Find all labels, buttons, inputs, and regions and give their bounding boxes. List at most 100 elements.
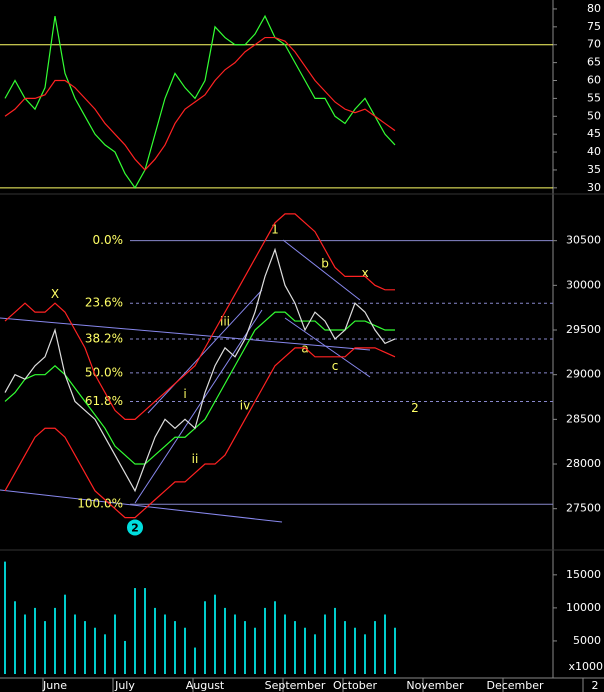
volume-bar bbox=[264, 607, 266, 674]
volume-bar bbox=[154, 607, 156, 674]
fib-label: 50.0% bbox=[85, 365, 123, 379]
y-tick-label: 65 bbox=[587, 56, 601, 69]
y-tick-label: 5000 bbox=[573, 634, 601, 647]
y-tick-label: 55 bbox=[587, 91, 601, 104]
volume-bar bbox=[224, 607, 226, 674]
y-tick-label: 30000 bbox=[566, 278, 601, 291]
volume-bar bbox=[94, 627, 96, 674]
x-tick-label: 2 bbox=[592, 679, 599, 692]
volume-bar bbox=[354, 627, 356, 674]
y-tick-label: 75 bbox=[587, 20, 601, 33]
fib-label: 0.0% bbox=[93, 233, 124, 247]
volume-bar bbox=[64, 594, 66, 674]
volume-bar bbox=[54, 607, 56, 674]
volume-bar bbox=[254, 627, 256, 674]
volume-bar bbox=[284, 614, 286, 674]
volume-bar bbox=[14, 601, 16, 674]
x-tick-label: July bbox=[114, 679, 135, 692]
series-line bbox=[4, 247, 396, 493]
x-tick-label: September bbox=[265, 679, 326, 692]
wave-label: 2 bbox=[411, 401, 419, 415]
y-tick-label: 80 bbox=[587, 2, 601, 15]
volume-bar bbox=[304, 627, 306, 674]
volume-bar bbox=[204, 601, 206, 674]
volume-bar bbox=[294, 621, 296, 674]
volume-bar bbox=[4, 561, 6, 674]
trend-lines bbox=[0, 239, 371, 523]
x-tick-label: June bbox=[42, 679, 67, 692]
volume-bar bbox=[174, 621, 176, 674]
volume-bar bbox=[194, 647, 196, 674]
y-tick-label: 70 bbox=[587, 38, 601, 51]
volume-bar bbox=[214, 594, 216, 674]
wave-label: i bbox=[183, 387, 186, 401]
volume-bar bbox=[244, 621, 246, 674]
y-tick-label: 60 bbox=[587, 74, 601, 87]
volume-bar bbox=[324, 614, 326, 674]
volume-bar bbox=[74, 614, 76, 674]
x-tick-label: October bbox=[333, 679, 377, 692]
volume-bar bbox=[84, 621, 86, 674]
volume-bar bbox=[24, 614, 26, 674]
volume-bar bbox=[394, 627, 396, 674]
y-tick-label: 10000 bbox=[566, 601, 601, 614]
wave-label: iv bbox=[240, 398, 250, 412]
fib-label: 38.2% bbox=[85, 331, 123, 345]
circled-label: 2 bbox=[131, 521, 139, 534]
wave-label: x bbox=[361, 266, 368, 280]
y-tick-label: 15000 bbox=[566, 568, 601, 581]
volume-bar bbox=[144, 588, 146, 674]
y-tick-label: 45 bbox=[587, 127, 601, 140]
y-tick-label: 29000 bbox=[566, 368, 601, 381]
wave-label: 1 bbox=[271, 222, 279, 236]
volume-bar bbox=[374, 621, 376, 674]
x-tick-label: August bbox=[186, 679, 225, 692]
y-tick-label: 27500 bbox=[566, 502, 601, 515]
volume-bar bbox=[164, 614, 166, 674]
volume-bar bbox=[314, 634, 316, 674]
x-tick-label: November bbox=[406, 679, 464, 692]
wave-label: ii bbox=[192, 452, 199, 466]
wave-label: X bbox=[51, 287, 59, 301]
trend-line bbox=[0, 317, 371, 351]
volume-bar bbox=[334, 607, 336, 674]
unit-label: x1000 bbox=[568, 660, 603, 673]
series-line bbox=[4, 213, 395, 420]
series-line bbox=[4, 14, 396, 189]
volume-bar bbox=[184, 627, 186, 674]
y-tick-label: 40 bbox=[587, 145, 601, 158]
volume-bar bbox=[44, 621, 46, 674]
circled-marker bbox=[127, 519, 143, 536]
volume-bar bbox=[114, 614, 116, 674]
volume-bar bbox=[364, 634, 366, 674]
volume-bar bbox=[124, 640, 126, 674]
volume-bar bbox=[134, 588, 136, 674]
volume-bar bbox=[104, 634, 106, 674]
trend-line bbox=[147, 289, 263, 414]
volume-bar bbox=[274, 601, 276, 674]
fib-label: 23.6% bbox=[85, 296, 123, 310]
trend-line bbox=[134, 309, 263, 504]
fib-label: 61.8% bbox=[85, 394, 123, 408]
wave-label: iii bbox=[220, 314, 230, 328]
volume-bar bbox=[344, 621, 346, 674]
y-tick-label: 29500 bbox=[566, 323, 601, 336]
volume-bar bbox=[34, 607, 36, 674]
wave-label: b bbox=[321, 256, 329, 270]
trend-line bbox=[0, 489, 283, 523]
y-tick-label: 30 bbox=[587, 181, 601, 194]
series-line bbox=[4, 347, 396, 519]
y-tick-label: 35 bbox=[587, 163, 601, 176]
series-line bbox=[4, 36, 396, 171]
trend-line bbox=[282, 239, 361, 301]
wave-label: c bbox=[332, 359, 339, 373]
fib-label: 100.0% bbox=[77, 497, 123, 511]
y-tick-label: 30500 bbox=[566, 234, 601, 247]
volume-bar bbox=[384, 614, 386, 674]
volume-bar bbox=[234, 614, 236, 674]
y-tick-label: 28000 bbox=[566, 457, 601, 470]
trend-line bbox=[284, 317, 371, 378]
x-tick-label: December bbox=[486, 679, 544, 692]
y-tick-label: 28500 bbox=[566, 412, 601, 425]
